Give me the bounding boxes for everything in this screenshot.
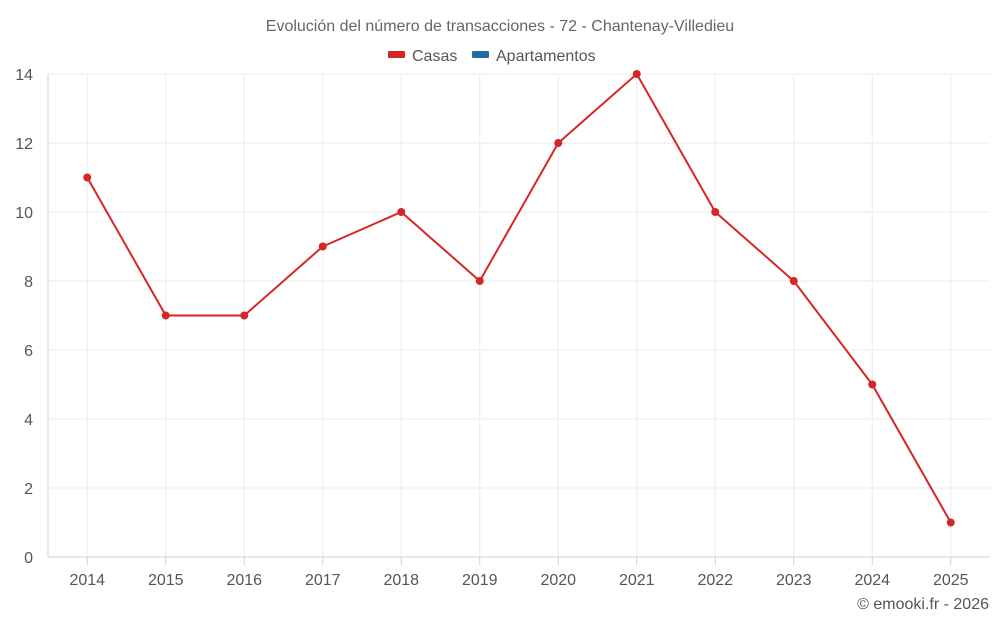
y-tick-label: 4 xyxy=(24,412,33,429)
x-tick-label: 2018 xyxy=(383,572,419,589)
data-point[interactable] xyxy=(711,208,720,216)
x-tick-label: 2024 xyxy=(854,572,890,589)
x-tick-label: 2020 xyxy=(540,572,576,589)
legend-label-casas[interactable]: Casas xyxy=(412,48,457,65)
data-point[interactable] xyxy=(632,70,641,78)
legend-swatch-apartamentos xyxy=(472,51,489,58)
legend: Casas Apartamentos xyxy=(388,48,596,65)
series-casas xyxy=(83,70,955,527)
x-tick-label: 2022 xyxy=(697,572,733,589)
data-point[interactable] xyxy=(946,518,955,527)
data-point[interactable] xyxy=(554,139,563,147)
data-point[interactable] xyxy=(161,311,170,320)
x-axis: 2014 2015 2016 2017 2018 2019 2020 2021 2022 2023… xyxy=(48,556,990,589)
x-tick-label: 2014 xyxy=(69,572,105,589)
data-point[interactable] xyxy=(397,208,406,216)
data-point[interactable] xyxy=(318,242,327,251)
x-tick-label: 2019 xyxy=(462,572,498,589)
data-point[interactable] xyxy=(83,173,92,182)
credit-text: © emooki.fr - 2026 xyxy=(857,596,989,613)
legend-label-apartamentos[interactable]: Apartamentos xyxy=(496,48,596,65)
y-tick-label: 12 xyxy=(15,136,33,153)
y-axis: 0 2 4 6 8 10 12 14 xyxy=(15,67,49,567)
data-point[interactable] xyxy=(789,277,798,285)
chart-title: Evolución del número de transacciones - … xyxy=(266,18,734,35)
data-point[interactable] xyxy=(475,277,484,285)
y-tick-label: 10 xyxy=(15,205,33,222)
y-tick-label: 14 xyxy=(15,67,33,84)
data-point[interactable] xyxy=(868,380,877,389)
x-tick-label: 2016 xyxy=(226,572,262,589)
x-tick-label: 2025 xyxy=(933,572,969,589)
y-tick-label: 2 xyxy=(24,481,33,498)
y-tick-label: 0 xyxy=(24,550,33,567)
legend-swatch-casas xyxy=(388,51,405,58)
series-line-casas xyxy=(86,73,952,524)
x-tick-label: 2015 xyxy=(148,572,184,589)
x-tick-label: 2017 xyxy=(305,572,341,589)
data-point[interactable] xyxy=(240,311,249,320)
y-tick-label: 6 xyxy=(24,343,33,360)
x-tick-label: 2023 xyxy=(776,572,812,589)
y-tick-label: 8 xyxy=(24,274,33,291)
x-tick-label: 2021 xyxy=(619,572,655,589)
